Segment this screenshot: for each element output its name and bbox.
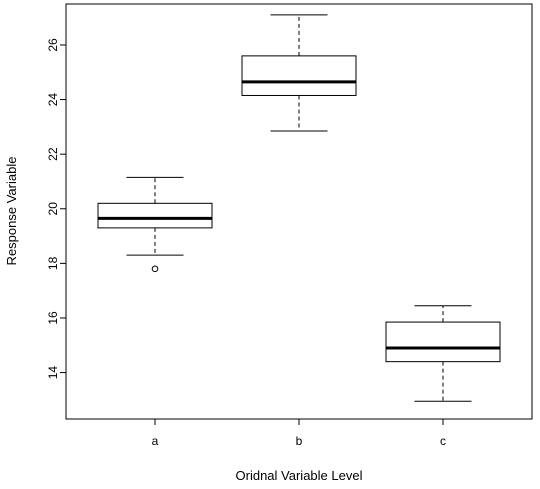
outlier-a-0 [152,266,158,272]
iqr-box-c [386,322,500,362]
y-tick-label-18: 18 [46,256,60,270]
x-axis: a b c [152,419,446,448]
x-tick-label-c: c [440,434,446,448]
box-a [98,177,212,271]
y-tick-label-24: 24 [46,93,60,107]
y-axis-title: Response Variable [4,157,19,266]
box-b [242,15,356,131]
x-tick-label-b: b [296,434,303,448]
x-tick-label-a: a [152,434,159,448]
iqr-box-b [242,56,356,96]
box-c [386,306,500,402]
boxes-layer [98,15,500,401]
y-tick-label-16: 16 [46,311,60,325]
y-tick-label-20: 20 [46,202,60,216]
x-axis-title: Oridnal Variable Level [236,468,363,483]
y-tick-label-22: 22 [46,147,60,161]
y-tick-label-14: 14 [46,366,60,380]
iqr-box-a [98,203,212,228]
y-axis: 14 16 18 20 22 24 26 [46,38,66,379]
y-tick-label-26: 26 [46,38,60,52]
